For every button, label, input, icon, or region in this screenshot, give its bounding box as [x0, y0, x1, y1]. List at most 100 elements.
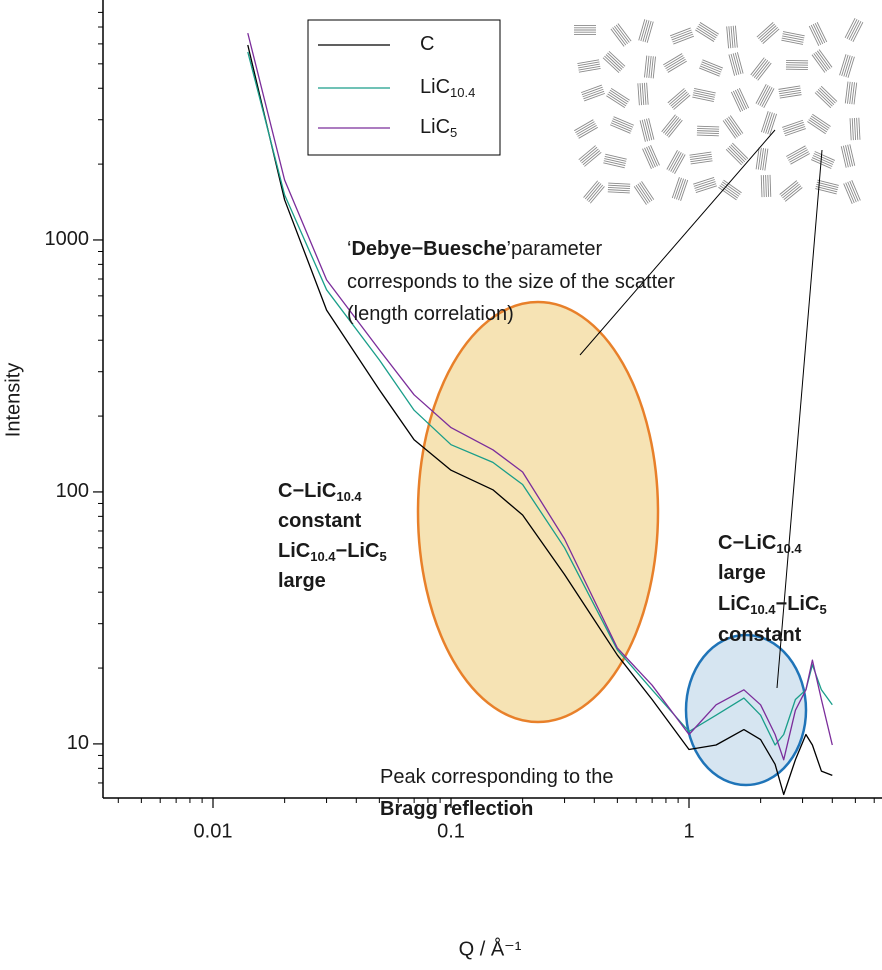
lattice-stroke — [726, 26, 730, 49]
lattice-stroke — [849, 118, 852, 141]
lattice-stroke — [671, 93, 690, 109]
lattice-stroke — [718, 186, 737, 201]
lattice-stroke — [814, 22, 826, 44]
lattice-stroke — [670, 152, 682, 172]
lattice-stroke — [755, 147, 760, 170]
lattice-stroke — [760, 148, 764, 170]
lattice-stroke — [856, 117, 859, 140]
lattice-stroke — [787, 147, 807, 159]
lattice-stroke — [762, 148, 767, 171]
lattice-stroke — [760, 111, 769, 133]
lattice-stroke — [783, 123, 805, 133]
lattice-stroke — [589, 186, 605, 204]
lattice-stroke — [610, 28, 625, 47]
lattice-stroke — [640, 19, 648, 42]
lattice-stroke — [668, 151, 680, 171]
lattice-stroke — [730, 26, 734, 48]
lattice-stroke — [812, 155, 834, 165]
lattice-stroke — [782, 31, 805, 37]
lattice-stroke — [696, 130, 720, 132]
lattice-stroke — [778, 87, 801, 92]
lattice-stroke — [730, 144, 747, 161]
lattice-stroke — [697, 25, 717, 39]
lattice-stroke — [663, 115, 678, 134]
lattice-stroke — [730, 53, 738, 76]
lattice-stroke — [693, 179, 715, 187]
lattice-stroke — [641, 181, 655, 200]
lattice-stroke — [693, 90, 716, 96]
lattice-stroke — [728, 54, 736, 76]
lattice-stroke — [583, 180, 599, 198]
lattice-stroke — [695, 185, 717, 194]
lattice-stroke — [602, 57, 620, 74]
lattice-stroke — [608, 182, 631, 185]
lattice-stroke — [786, 145, 806, 157]
lattice-stroke — [814, 151, 836, 161]
lattice-stroke — [693, 176, 715, 185]
lattice-stroke — [730, 91, 742, 113]
lattice-stroke — [782, 121, 804, 130]
lattice-stroke — [763, 88, 775, 108]
lattice-stroke — [851, 82, 855, 105]
annotation: LiC10.4−LiC5 — [278, 540, 387, 564]
lattice-stroke — [738, 87, 750, 109]
lattice-stroke — [646, 55, 650, 78]
lattice-stroke — [609, 124, 631, 134]
lattice-stroke — [642, 148, 652, 170]
lattice-stroke — [694, 87, 716, 94]
lattice-stroke — [696, 132, 719, 135]
lattice-stroke — [578, 65, 601, 71]
lattice-stroke — [847, 181, 857, 203]
annotation: large — [278, 570, 326, 592]
lattice-image — [574, 17, 864, 205]
lattice-stroke — [808, 119, 828, 133]
lattice-stroke — [844, 81, 849, 104]
lattice-stroke — [755, 84, 767, 104]
lattice-stroke — [669, 27, 691, 37]
lattice-stroke — [769, 113, 778, 135]
lattice-stroke — [578, 67, 601, 73]
lattice-stroke — [764, 148, 769, 171]
lattice-stroke — [815, 51, 829, 71]
lattice-stroke — [753, 60, 769, 78]
lattice-stroke — [762, 175, 765, 198]
lattice-stroke — [779, 180, 798, 195]
lattice-stroke — [781, 37, 804, 43]
lattice-stroke — [809, 117, 829, 131]
lattice-stroke — [781, 39, 804, 45]
lattice-stroke — [782, 33, 805, 39]
lattice-stroke — [700, 63, 722, 73]
lattice-stroke — [675, 178, 685, 200]
lattice-stroke — [780, 182, 799, 197]
lattice-stroke — [757, 62, 772, 81]
lattice-stroke — [578, 145, 596, 161]
lattice-stroke — [844, 17, 856, 39]
lattice-stroke — [779, 89, 801, 95]
lattice-stroke — [692, 94, 715, 100]
lattice-stroke — [765, 174, 767, 198]
lattice-stroke — [816, 90, 833, 107]
lattice-stroke — [782, 183, 800, 199]
lattice-stroke — [819, 87, 836, 104]
x-axis-title: Q / Å⁻¹ — [459, 937, 522, 960]
lattice-stroke — [761, 87, 773, 107]
lattice-stroke — [672, 153, 684, 173]
lattice-stroke — [736, 52, 744, 74]
lattice-stroke — [727, 147, 744, 164]
y-axis-title: Intensity — [2, 363, 24, 437]
lattice-stroke — [810, 115, 830, 129]
lattice-stroke — [841, 54, 849, 77]
lattice-stroke — [728, 145, 746, 163]
lattice-stroke — [852, 21, 864, 43]
lattice-stroke — [697, 125, 720, 128]
lattice-stroke — [643, 82, 647, 105]
lattice-stroke — [845, 55, 853, 78]
lattice-stroke — [605, 54, 623, 70]
lattice-stroke — [736, 88, 748, 110]
lattice-stroke — [607, 189, 630, 192]
lattice-stroke — [695, 29, 715, 42]
lattice-stroke — [581, 84, 602, 94]
series-line — [247, 32, 833, 761]
lattice-stroke — [690, 156, 712, 160]
